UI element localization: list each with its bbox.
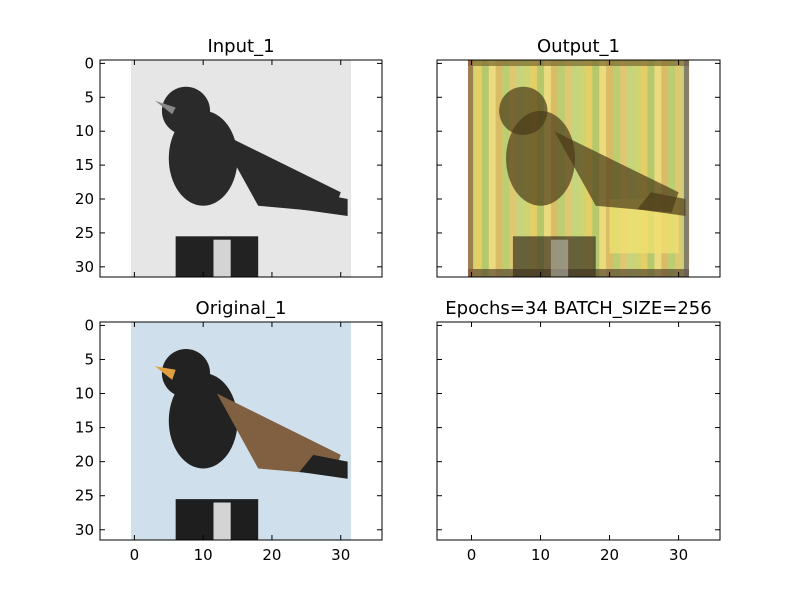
perch-highlight <box>550 239 569 277</box>
plot-area <box>437 322 720 540</box>
y-tick-label: 0 <box>84 54 94 72</box>
output-streak <box>626 60 635 277</box>
bird-tail <box>299 454 348 479</box>
x-tick-label: 20 <box>600 546 619 564</box>
bird-head <box>499 86 548 136</box>
y-tick-label: 25 <box>75 487 94 505</box>
perch-highlight <box>213 502 231 540</box>
bird-tail <box>299 192 348 216</box>
output-streak <box>488 60 496 277</box>
output-right-band <box>683 60 689 277</box>
output-streak <box>654 60 662 277</box>
bird-wing <box>554 131 679 213</box>
output-streak <box>495 60 503 277</box>
x-tick-label: 20 <box>262 546 281 564</box>
y-tick-label: 25 <box>75 224 94 242</box>
output-left-band <box>468 60 474 277</box>
image-content <box>130 60 352 277</box>
output-streak <box>481 60 490 277</box>
bird-wing <box>216 393 341 476</box>
y-tick-label: 5 <box>84 88 94 106</box>
output-streak <box>668 60 676 277</box>
subplot-2: Output_1 <box>436 36 721 278</box>
bird-beak <box>155 100 176 115</box>
bird-beak <box>155 366 176 380</box>
axes-frame <box>99 321 383 541</box>
y-tick-label: 0 <box>84 316 94 334</box>
perch-highlight <box>213 239 231 277</box>
image-content <box>130 322 352 540</box>
subplot-4: 0 10 20 30 Epochs=34 BATCH_SIZE=256 <box>436 298 721 564</box>
y-tick-label: 15 <box>75 419 94 437</box>
y-tick-label: 15 <box>75 156 94 174</box>
panel-title: Input_1 <box>207 36 274 57</box>
y-tick-label: 10 <box>75 385 94 403</box>
axes-frame <box>436 321 721 541</box>
output-streak <box>647 60 655 277</box>
output-streak <box>474 60 483 277</box>
output-streak <box>502 60 510 277</box>
image-content <box>468 60 690 277</box>
x-tick-label: 10 <box>194 546 213 564</box>
x-tick-label: 0 <box>130 546 140 564</box>
panel-title: Epochs=34 BATCH_SIZE=256 <box>445 298 711 319</box>
panel-title: Output_1 <box>537 36 620 57</box>
subplot-1: 0 5 10 15 20 25 30 Input_1 <box>75 36 383 278</box>
y-tick-label: 20 <box>75 453 94 471</box>
y-tick-label: 5 <box>84 350 94 368</box>
axes-frame <box>99 59 383 278</box>
y-tick-label: 30 <box>75 521 94 539</box>
x-tick-label: 30 <box>669 546 688 564</box>
y-tick-label: 30 <box>75 258 94 276</box>
x-tick-label: 0 <box>467 546 477 564</box>
perch <box>512 236 596 277</box>
bird-head <box>161 349 211 398</box>
output-streak <box>675 60 683 277</box>
y-tick-label: 20 <box>75 190 94 208</box>
bird-wing <box>216 131 341 213</box>
panel-title: Original_1 <box>196 298 287 319</box>
subplot-3: 0 10 20 30 0 5 10 15 20 25 30 Original_1 <box>75 298 383 564</box>
bird-head <box>161 86 211 135</box>
bird-tail <box>637 192 686 216</box>
output-streak <box>633 60 641 277</box>
x-tick-label: 10 <box>531 546 550 564</box>
output-top-band <box>468 60 689 66</box>
output-streak <box>640 60 648 277</box>
output-streak <box>661 60 669 277</box>
axes-frame <box>436 59 721 278</box>
y-tick-label: 10 <box>75 122 94 140</box>
x-tick-label: 30 <box>331 546 350 564</box>
